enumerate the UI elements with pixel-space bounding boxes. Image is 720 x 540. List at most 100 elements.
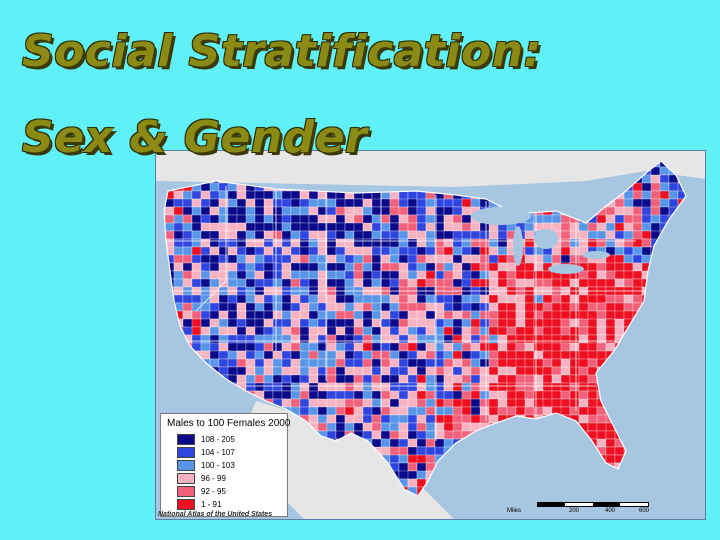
county-cell (380, 358, 391, 368)
county-cell (443, 406, 454, 416)
county-cell (290, 190, 301, 200)
county-cell (201, 519, 210, 520)
county-cell (497, 398, 508, 408)
county-cell (335, 390, 346, 400)
county-cell (173, 222, 184, 232)
county-cell (182, 262, 193, 272)
county-cell (371, 206, 382, 216)
county-cell (705, 167, 706, 178)
county-cell (263, 350, 274, 360)
county-cell (542, 358, 553, 368)
county-cell (416, 422, 427, 432)
county-cell (705, 287, 706, 295)
county-cell (380, 246, 391, 256)
county-cell (705, 327, 706, 335)
county-cell (416, 214, 427, 224)
county-cell (614, 222, 625, 232)
county-cell (452, 278, 463, 288)
county-cell (371, 294, 382, 304)
county-cell (524, 366, 535, 376)
county-cell (344, 390, 355, 400)
county-cell (200, 310, 211, 320)
county-cell (434, 446, 445, 456)
county-cell (470, 254, 481, 264)
county-cell (705, 303, 706, 311)
county-cell (560, 326, 571, 336)
county-cell (371, 254, 382, 264)
county-cell (389, 214, 400, 224)
county-cell (497, 358, 508, 368)
county-cell (461, 238, 472, 248)
county-cell (245, 198, 256, 208)
county-cell (344, 238, 355, 248)
county-cell (506, 302, 517, 312)
county-cell (515, 374, 526, 384)
legend-label: 92 - 95 (201, 487, 226, 496)
county-cell (488, 302, 499, 312)
county-cell (569, 278, 580, 288)
county-cell (560, 334, 571, 344)
legend-item: 92 - 95 (167, 485, 281, 498)
county-cell (461, 350, 472, 360)
county-cell (560, 398, 571, 408)
county-cell (290, 366, 301, 376)
county-cell (416, 326, 427, 336)
county-cell (353, 262, 364, 272)
county-cell (407, 446, 418, 456)
county-cell (461, 294, 472, 304)
county-cell (479, 326, 490, 336)
county-cell (308, 246, 319, 256)
county-cell (705, 479, 706, 487)
county-cell (443, 254, 454, 264)
legend-label: 104 - 107 (201, 448, 235, 457)
county-cell (497, 302, 508, 312)
county-cell (227, 302, 238, 312)
county-cell (389, 270, 400, 280)
county-cell (398, 454, 409, 464)
county-cell (398, 358, 409, 368)
county-cell (605, 294, 616, 304)
county-cell (605, 310, 616, 320)
county-cell (182, 230, 193, 240)
county-cell (488, 310, 499, 320)
county-cell (236, 366, 247, 376)
county-cell (632, 262, 643, 272)
county-cell (569, 366, 580, 376)
county-cell (344, 310, 355, 320)
county-cell (705, 431, 706, 439)
county-cell (525, 519, 534, 520)
county-cell (641, 190, 652, 200)
county-cell (344, 206, 355, 216)
county-cell (443, 342, 454, 352)
county-cell (236, 238, 247, 248)
county-cell (371, 430, 382, 440)
county-cell (578, 414, 589, 424)
county-cell (227, 246, 238, 256)
county-cell (533, 366, 544, 376)
county-cell (362, 238, 373, 248)
county-cell (705, 215, 706, 223)
county-cell (416, 342, 427, 352)
county-cell (570, 519, 579, 520)
county-cell (227, 270, 238, 280)
county-cell (605, 302, 616, 312)
county-cell (524, 350, 535, 360)
county-cell (191, 230, 202, 240)
county-cell (263, 302, 274, 312)
county-cell (254, 326, 265, 336)
county-cell (398, 430, 409, 440)
county-cell (173, 198, 184, 208)
county-cell (272, 318, 283, 328)
county-cell (398, 262, 409, 272)
county-cell (534, 519, 543, 520)
county-cell (407, 470, 418, 480)
county-cell (641, 230, 652, 240)
county-cell (371, 398, 382, 408)
county-cell (281, 398, 292, 408)
county-cell (596, 270, 607, 280)
county-cell (273, 519, 282, 520)
county-cell (173, 190, 184, 200)
county-cell (209, 310, 220, 320)
county-cell (605, 334, 616, 344)
county-cell (587, 278, 598, 288)
